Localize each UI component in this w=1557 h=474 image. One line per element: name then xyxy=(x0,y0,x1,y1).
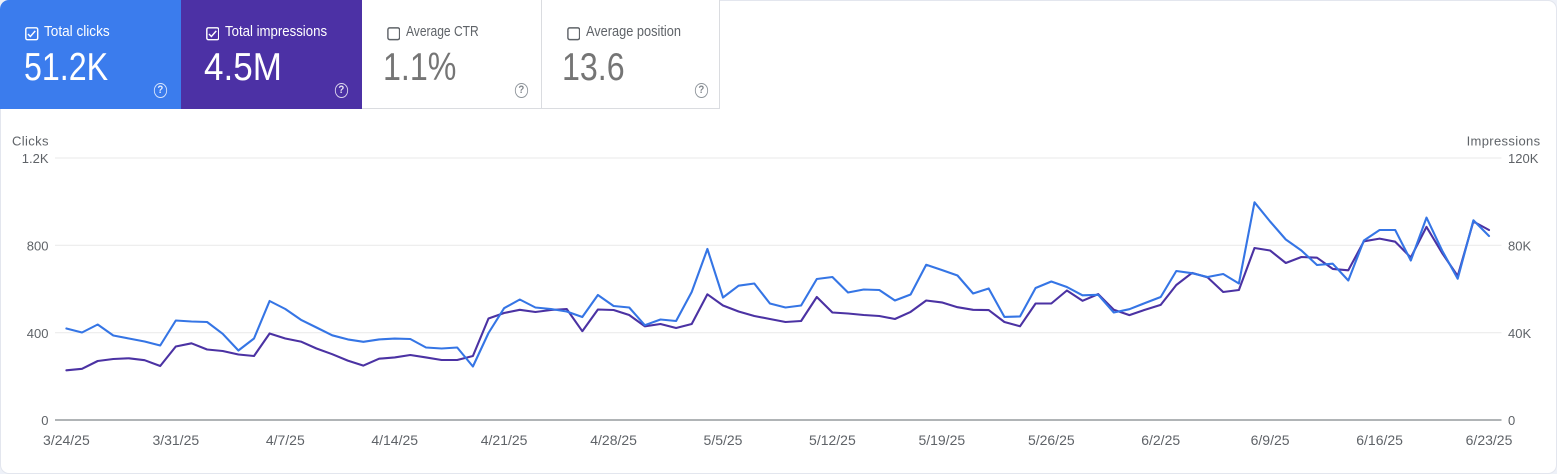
svg-text:5/26/25: 5/26/25 xyxy=(1028,432,1075,448)
svg-text:4/21/25: 4/21/25 xyxy=(481,432,528,448)
svg-text:0: 0 xyxy=(41,413,48,428)
svg-text:4/28/25: 4/28/25 xyxy=(590,432,637,448)
svg-text:1.2K: 1.2K xyxy=(22,151,49,166)
svg-text:6/23/25: 6/23/25 xyxy=(1466,432,1513,448)
svg-text:80K: 80K xyxy=(1508,238,1531,253)
svg-text:6/16/25: 6/16/25 xyxy=(1356,432,1403,448)
svg-text:4/7/25: 4/7/25 xyxy=(266,432,305,448)
svg-text:5/19/25: 5/19/25 xyxy=(918,432,965,448)
svg-text:0: 0 xyxy=(1508,413,1515,428)
svg-text:5/5/25: 5/5/25 xyxy=(704,432,743,448)
svg-text:5/12/25: 5/12/25 xyxy=(809,432,856,448)
svg-text:120K: 120K xyxy=(1508,151,1539,166)
svg-text:3/31/25: 3/31/25 xyxy=(152,432,199,448)
svg-text:400: 400 xyxy=(27,326,49,341)
svg-text:800: 800 xyxy=(27,238,49,253)
svg-text:Clicks: Clicks xyxy=(12,134,49,149)
svg-text:6/2/25: 6/2/25 xyxy=(1141,432,1180,448)
svg-text:Impressions: Impressions xyxy=(1467,134,1541,149)
svg-text:3/24/25: 3/24/25 xyxy=(43,432,90,448)
svg-text:40K: 40K xyxy=(1508,326,1531,341)
svg-text:6/9/25: 6/9/25 xyxy=(1251,432,1290,448)
svg-text:4/14/25: 4/14/25 xyxy=(371,432,418,448)
